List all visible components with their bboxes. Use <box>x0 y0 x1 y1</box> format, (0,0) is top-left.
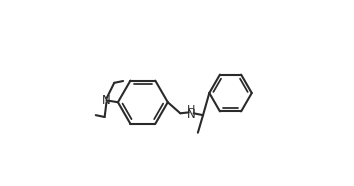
Text: N: N <box>187 108 195 121</box>
Text: N: N <box>102 94 111 107</box>
Text: H: H <box>187 105 195 115</box>
